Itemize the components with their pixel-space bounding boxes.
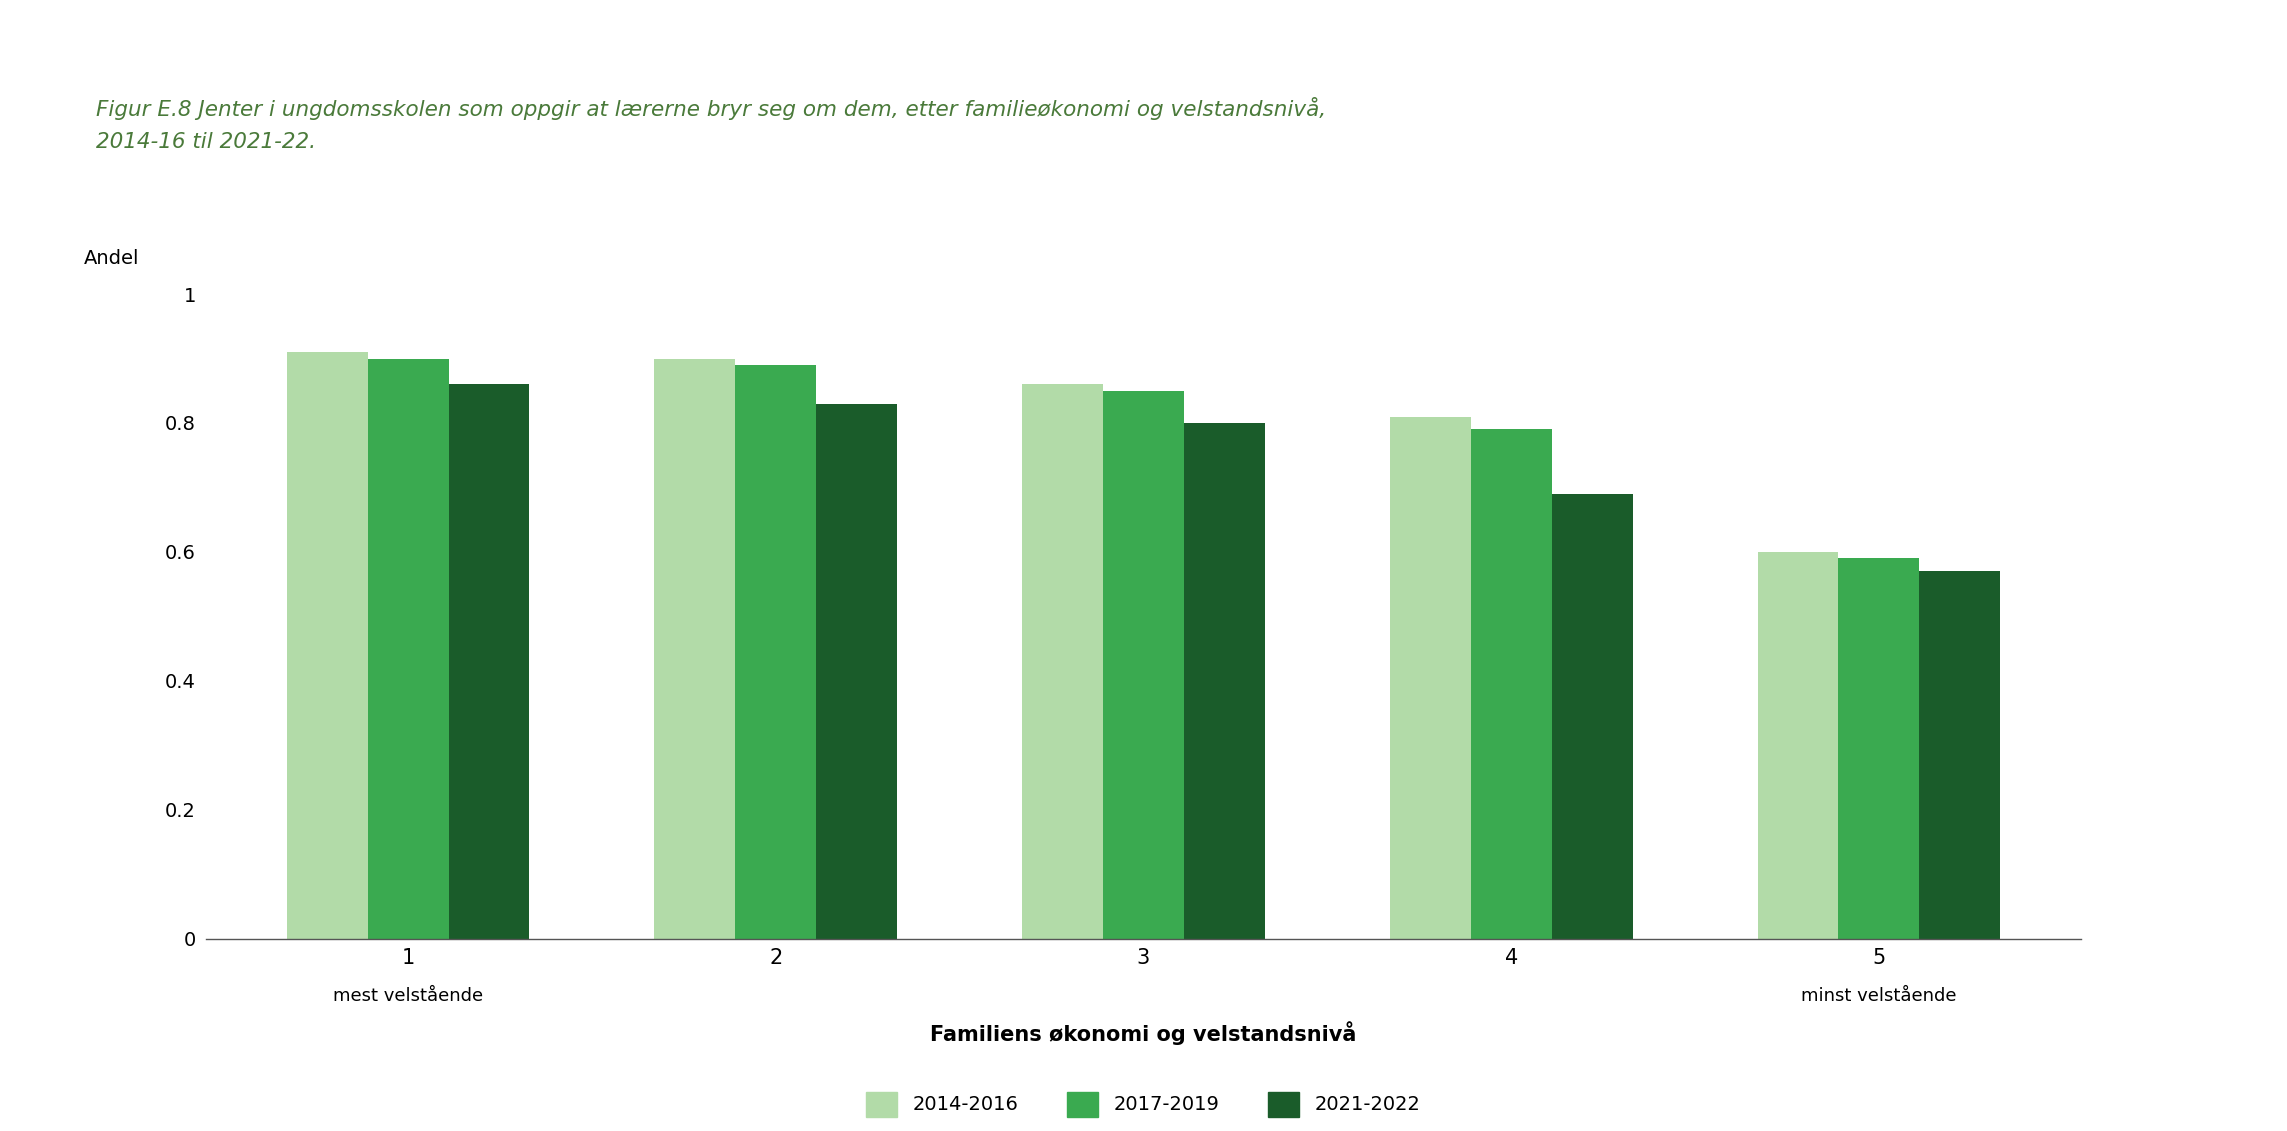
- Bar: [654, 359, 736, 939]
- Bar: [1390, 416, 1471, 939]
- X-axis label: Familiens økonomi og velstandsnivå: Familiens økonomi og velstandsnivå: [931, 1021, 1356, 1045]
- Bar: [1759, 552, 1839, 939]
- Bar: [286, 352, 368, 939]
- Text: mest velstående: mest velstående: [334, 987, 483, 1005]
- Bar: [448, 385, 528, 939]
- Bar: [1839, 559, 1919, 939]
- Bar: [816, 404, 897, 939]
- Bar: [736, 365, 816, 939]
- Bar: [1022, 385, 1102, 939]
- Text: minst velstående: minst velstående: [1802, 987, 1958, 1005]
- Bar: [1919, 571, 2001, 939]
- Bar: [368, 359, 448, 939]
- Bar: [1185, 423, 1265, 939]
- Text: Figur E.8 Jenter i ungdomsskolen som oppgir at lærerne bryr seg om dem, etter fa: Figur E.8 Jenter i ungdomsskolen som opp…: [96, 97, 1326, 152]
- Bar: [1471, 430, 1551, 939]
- Bar: [1102, 391, 1185, 939]
- Bar: [1551, 494, 1633, 939]
- Legend: 2014-2016, 2017-2019, 2021-2022: 2014-2016, 2017-2019, 2021-2022: [858, 1083, 1429, 1124]
- Text: Andel: Andel: [85, 249, 140, 268]
